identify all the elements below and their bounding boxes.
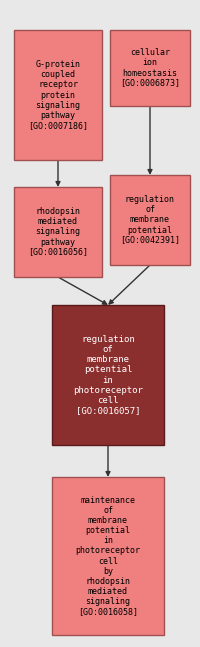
FancyBboxPatch shape [110, 30, 190, 106]
FancyBboxPatch shape [14, 187, 102, 277]
FancyBboxPatch shape [14, 30, 102, 160]
Text: maintenance
of
membrane
potential
in
photoreceptor
cell
by
rhodopsin
mediated
si: maintenance of membrane potential in pho… [76, 496, 140, 616]
Text: regulation
of
membrane
potential
[GO:0042391]: regulation of membrane potential [GO:004… [120, 195, 180, 245]
Text: rhodopsin
mediated
signaling
pathway
[GO:0016056]: rhodopsin mediated signaling pathway [GO… [28, 208, 88, 257]
Text: regulation
of
membrane
potential
in
photoreceptor
cell
[GO:0016057]: regulation of membrane potential in phot… [73, 335, 143, 415]
FancyBboxPatch shape [52, 305, 164, 445]
Text: G-protein
coupled
receptor
protein
signaling
pathway
[GO:0007186]: G-protein coupled receptor protein signa… [28, 60, 88, 129]
FancyBboxPatch shape [52, 477, 164, 635]
FancyBboxPatch shape [110, 175, 190, 265]
Text: cellular
ion
homeostasis
[GO:0006873]: cellular ion homeostasis [GO:0006873] [120, 49, 180, 87]
